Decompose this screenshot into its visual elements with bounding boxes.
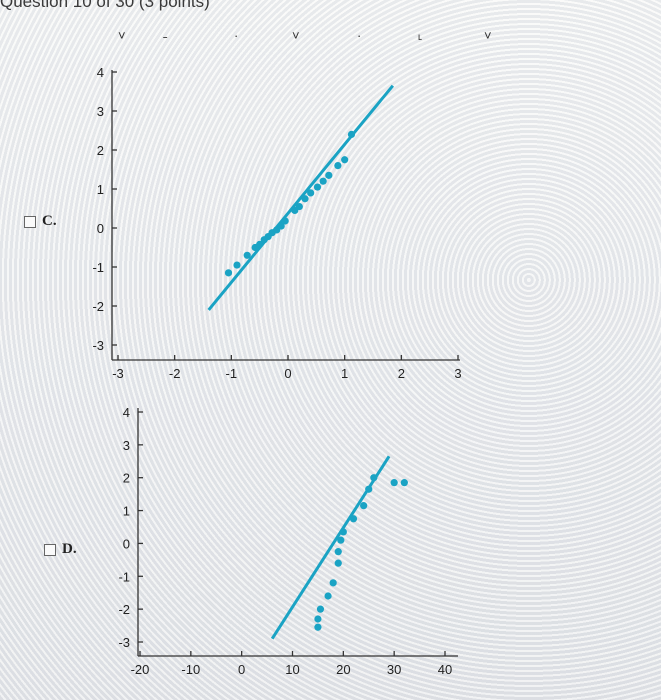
data-point: [243, 251, 251, 259]
data-point: [341, 156, 349, 164]
data-point: [256, 240, 264, 248]
data-point: [316, 605, 325, 613]
reference-line: [270, 455, 391, 640]
x-tick-label: 0: [284, 366, 291, 381]
x-tick-label: 40: [438, 662, 452, 677]
y-tick-label: 1: [123, 504, 130, 519]
data-point: [347, 130, 356, 138]
data-point: [334, 559, 342, 567]
reference-line: [207, 84, 394, 311]
data-point: [400, 479, 408, 487]
data-point: [314, 615, 322, 623]
y-tick-label: -2: [118, 602, 130, 617]
data-point: [233, 261, 241, 269]
x-tick-label: 30: [387, 662, 401, 677]
data-point: [337, 536, 345, 544]
option-d[interactable]: D.: [44, 541, 77, 558]
y-tick-label: -3: [118, 635, 130, 650]
data-point: [295, 202, 303, 211]
y-tick-label: 2: [97, 143, 104, 158]
data-point: [325, 171, 333, 179]
option-d-label: D.: [62, 541, 77, 557]
data-point: [329, 579, 337, 587]
data-point: [370, 474, 378, 482]
y-tick-label: -1: [118, 569, 130, 584]
data-point: [314, 623, 322, 631]
x-tick-label: -20: [131, 662, 150, 677]
x-tick-label: 20: [336, 662, 350, 677]
x-tick-label: 3: [454, 366, 461, 381]
data-point: [277, 222, 285, 230]
data-point: [360, 502, 368, 510]
data-point: [301, 195, 309, 203]
y-tick-label: 4: [123, 405, 130, 420]
x-tick-label: -1: [226, 366, 238, 381]
y-tick-label: -1: [92, 260, 104, 275]
y-tick-label: 4: [97, 65, 104, 80]
data-point: [349, 515, 358, 523]
data-point: [281, 217, 289, 225]
y-tick-label: 0: [97, 221, 104, 236]
y-tick-label: 1: [97, 182, 104, 197]
y-tick-label: -3: [92, 338, 104, 353]
y-tick-label: 3: [123, 438, 130, 453]
data-point: [334, 162, 342, 170]
question-header: Question 10 of 30 (3 points): [0, 0, 210, 11]
x-tick-label: 1: [341, 366, 348, 381]
y-tick-label: 0: [123, 536, 130, 551]
option-c-checkbox[interactable]: [24, 215, 36, 228]
x-tick-label: -10: [181, 662, 200, 677]
data-point: [307, 189, 315, 197]
x-tick-label: 0: [238, 662, 245, 677]
option-d-checkbox[interactable]: [44, 543, 56, 556]
option-c[interactable]: C.: [24, 213, 57, 230]
y-tick-label: 3: [97, 104, 104, 119]
data-point: [339, 528, 347, 536]
option-c-label: C.: [42, 213, 57, 229]
data-point: [390, 479, 398, 487]
data-point: [319, 177, 327, 185]
data-point: [334, 548, 342, 556]
x-tick-label: 10: [285, 662, 299, 677]
x-tick-label: -3: [112, 366, 124, 381]
data-point: [324, 592, 332, 600]
header-marks: ˅ ˗ · ˅ · ˪ ˅: [118, 28, 492, 43]
x-tick-label: 2: [398, 366, 405, 381]
y-tick-label: -2: [92, 299, 104, 314]
x-tick-label: -2: [169, 366, 181, 381]
y-tick-label: 2: [123, 471, 130, 486]
data-point: [313, 183, 322, 191]
data-point: [224, 269, 233, 277]
data-point: [365, 485, 373, 493]
